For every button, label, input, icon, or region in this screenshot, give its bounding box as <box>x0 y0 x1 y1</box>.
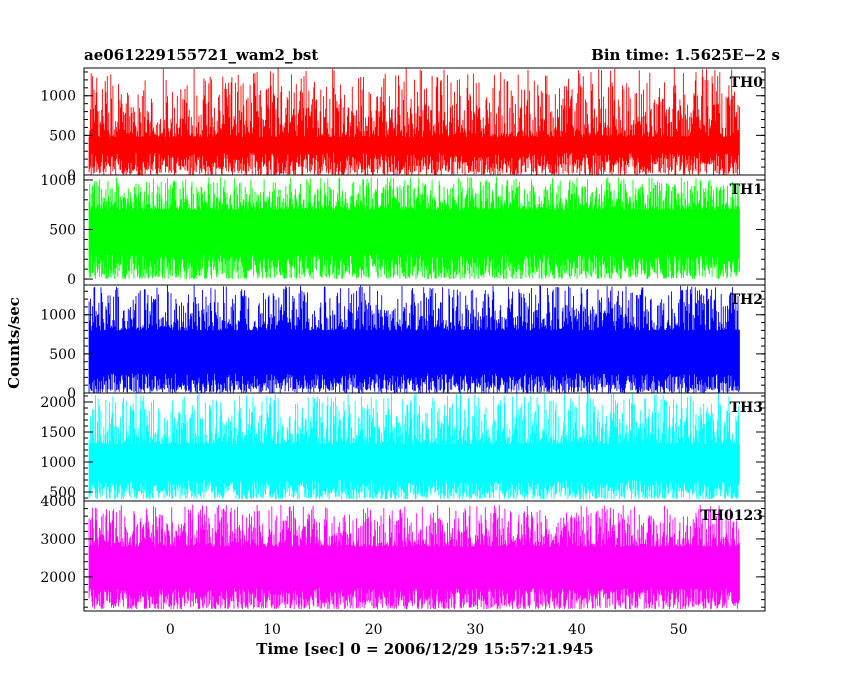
panel-th1: 0 500 1000 TH1 <box>40 173 766 288</box>
panel-label: TH1 <box>730 182 763 198</box>
y-tick-label: 0 <box>67 272 76 288</box>
y-tick-label: 1000 <box>40 173 76 189</box>
x-axis-label: Time [sec] 0 = 2006/12/29 15:57:21.945 <box>256 640 593 658</box>
x-tick-labels: 0 10 20 30 40 50 <box>166 622 688 638</box>
x-tick-label: 20 <box>365 622 383 638</box>
y-tick-label: 2000 <box>40 395 76 411</box>
panel-label: TH0 <box>730 75 764 91</box>
x-tick-label: 30 <box>466 622 484 638</box>
x-tick-label: 50 <box>670 622 688 638</box>
x-tick-label: 10 <box>263 622 281 638</box>
y-tick-label: 500 <box>49 223 76 239</box>
series-th1 <box>88 177 740 280</box>
panel-th3: 500 1000 1500 2000 TH3 <box>40 392 766 502</box>
y-tick-label: 1500 <box>40 425 76 441</box>
y-tick-label: 1000 <box>40 89 76 105</box>
y-tick-label: 500 <box>49 347 76 363</box>
panel-label: TH0123 <box>700 508 763 524</box>
panel-label: TH3 <box>730 400 763 416</box>
x-tick-label: 0 <box>166 622 175 638</box>
chart-title: ae061229155721_wam2_bst <box>84 46 318 64</box>
y-tick-label: 1000 <box>40 455 76 471</box>
y-tick-label: 4000 <box>40 494 76 510</box>
series-th3 <box>88 393 740 500</box>
y-tick-label: 3000 <box>40 532 76 548</box>
y-tick-label: 500 <box>49 485 76 501</box>
series-th0123 <box>88 504 740 610</box>
panel-frame <box>83 500 766 612</box>
y-tick-label: 2000 <box>40 570 76 586</box>
panel-label: TH2 <box>730 292 763 308</box>
y-axis-label: Counts/sec <box>5 297 23 389</box>
y-tick-label: 0 <box>67 168 76 184</box>
series-th2 <box>88 285 740 393</box>
panel-th2: 0 500 1000 TH2 <box>40 284 766 402</box>
panel-th0: 0 500 1000 TH0 <box>40 67 766 184</box>
panels-group: 0 500 1000 TH0 0 500 1000 TH1 0 500 1000 TH2 500 1000… <box>40 67 766 612</box>
bin-time-label: Bin time: 1.5625E−2 s <box>591 46 780 64</box>
panel-th0123: 2000 3000 4000 TH0123 <box>40 494 766 612</box>
x-tick-label: 40 <box>568 622 586 638</box>
y-tick-label: 1000 <box>40 308 76 324</box>
series-th0 <box>88 68 740 175</box>
y-tick-label: 0 <box>67 386 76 402</box>
y-tick-label: 500 <box>49 128 76 144</box>
